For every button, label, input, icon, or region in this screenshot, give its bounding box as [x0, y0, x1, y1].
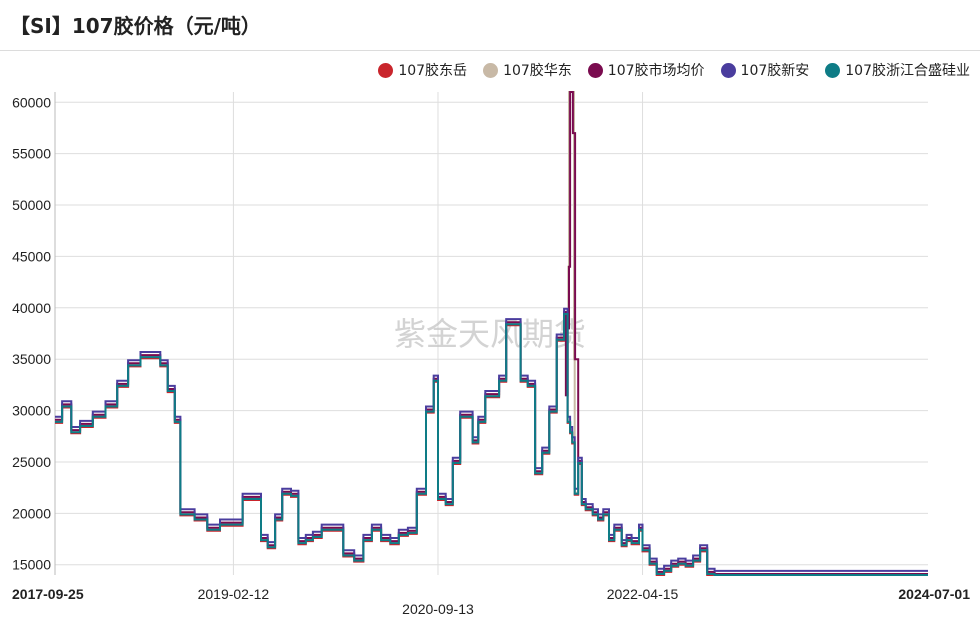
legend-item-huadong[interactable]: 107胶华东: [483, 60, 572, 80]
legend-label-xinan: 107胶新安: [740, 63, 810, 79]
y-tick-label: 30000: [12, 403, 51, 419]
legend-dot-zhejiang-hesheng: [825, 62, 841, 78]
legend-label-zhejiang-hesheng: 107胶浙江合盛硅业: [845, 63, 970, 79]
legend-item-zhejiang-hesheng[interactable]: 107胶浙江合盛硅业: [825, 60, 970, 80]
legend-label-market-avg: 107胶市场均价: [607, 63, 705, 79]
series-line-dongyue: [55, 314, 928, 576]
legend-dot-market-avg: [587, 62, 603, 78]
legend: 107胶东岳 107胶华东 107胶市场均价 107胶新安 107胶浙江合盛硅业: [378, 60, 970, 80]
y-tick-label: 50000: [12, 197, 51, 213]
legend-item-xinan[interactable]: 107胶新安: [720, 60, 810, 80]
legend-item-market-avg[interactable]: 107胶市场均价: [587, 60, 705, 80]
y-tick-label: 45000: [12, 248, 51, 264]
legend-item-dongyue[interactable]: 107胶东岳: [378, 60, 467, 80]
y-tick-label: 40000: [12, 300, 51, 316]
chart-title: 【SI】107胶价格（元/吨）: [10, 14, 261, 38]
x-tick-label: 2019-02-12: [198, 586, 270, 602]
x-tick-label: 2020-09-13: [402, 601, 474, 617]
y-tick-label: 35000: [12, 351, 51, 367]
y-tick-label: 20000: [12, 505, 51, 521]
legend-dot-xinan: [720, 62, 736, 78]
x-tick-label: 2022-04-15: [607, 586, 679, 602]
y-tick-label: 60000: [12, 94, 51, 110]
y-tick-label: 15000: [12, 557, 51, 573]
x-tick-label: 2017-09-25: [12, 586, 84, 602]
legend-dot-huadong: [483, 62, 499, 78]
legend-label-huadong: 107胶华东: [503, 63, 572, 79]
series-line-market-avg: [55, 91, 928, 575]
legend-label-dongyue: 107胶东岳: [398, 63, 468, 79]
title-divider: [0, 50, 980, 51]
series-line-zhejiang-hesheng: [55, 313, 928, 576]
y-tick-label: 25000: [12, 454, 51, 470]
x-tick-label: 2024-07-01: [898, 586, 970, 602]
legend-dot-dongyue: [378, 62, 394, 78]
watermark: 紫金天风期货: [394, 315, 586, 353]
y-tick-label: 55000: [12, 146, 51, 162]
